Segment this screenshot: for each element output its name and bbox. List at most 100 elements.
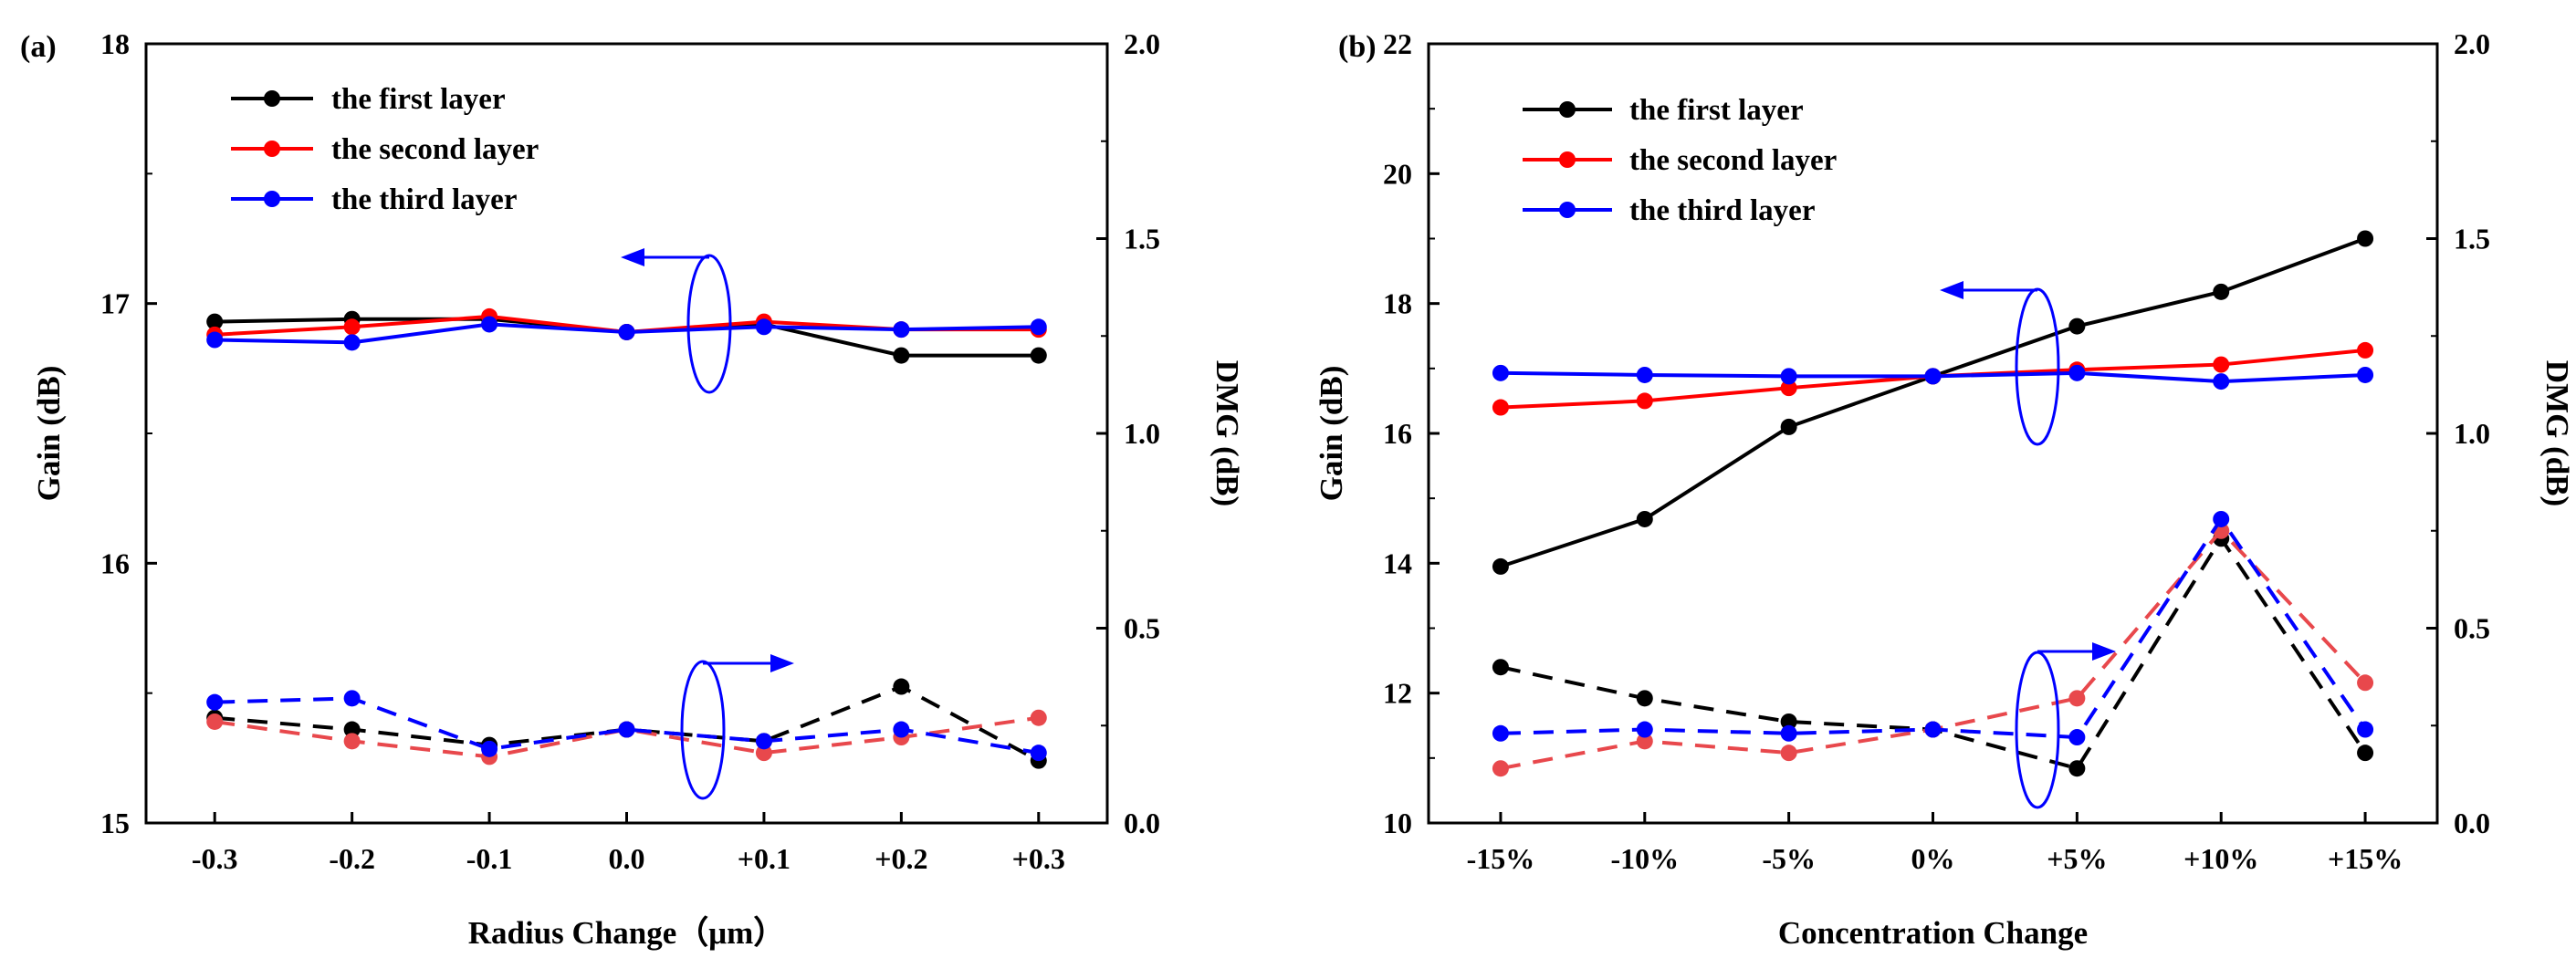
y2-tick-label: 1.5 xyxy=(1124,223,1160,255)
dmg-data-point xyxy=(2213,510,2230,527)
y-tick-label: 22 xyxy=(1383,27,1412,60)
dmg-data-point xyxy=(755,733,772,750)
gain-data-point xyxy=(893,347,910,364)
y2-axis-title: DMG (dB) xyxy=(2539,360,2575,506)
y-tick-label: 16 xyxy=(1383,417,1412,450)
gain-data-point xyxy=(755,318,772,336)
dmg-data-point xyxy=(1030,709,1047,726)
gain-data-point xyxy=(2068,364,2086,381)
x-axis-title: Radius Change（μm） xyxy=(468,915,786,951)
dmg-ellipse-annotation xyxy=(680,660,726,800)
y-tick-label: 12 xyxy=(1383,677,1412,710)
gain-data-point xyxy=(1780,418,1797,435)
gain-data-point xyxy=(1030,347,1047,364)
gain-data-point xyxy=(206,331,224,349)
x-tick-label: -0.3 xyxy=(192,842,238,875)
gain-data-point xyxy=(1636,392,1653,410)
y-tick-label: 20 xyxy=(1383,157,1412,190)
gain-data-point xyxy=(1492,364,1509,381)
x-tick-label: 0% xyxy=(1911,842,1955,875)
gain-data-point xyxy=(1636,366,1653,383)
dmg-data-point xyxy=(2357,745,2374,762)
dmg-data-point xyxy=(1924,721,1942,738)
legend-label: the third layer xyxy=(1629,194,1815,227)
dmg-data-point xyxy=(206,693,224,711)
y2-tick-label: 0.0 xyxy=(2454,807,2490,839)
legend-label: the second layer xyxy=(1629,144,1837,177)
gain-data-point xyxy=(1492,557,1509,575)
gain-data-point xyxy=(343,334,361,351)
gain-data-point xyxy=(1924,368,1942,385)
gain-data-point xyxy=(343,318,361,336)
gain-data-point xyxy=(2357,230,2374,247)
dmg-data-point xyxy=(1780,724,1797,742)
y2-tick-label: 0.5 xyxy=(2454,612,2490,645)
gain-ellipse-annotation xyxy=(686,254,732,394)
legend-marker xyxy=(1559,151,1576,168)
dmg-data-point xyxy=(755,745,772,762)
gain-data-point xyxy=(1780,380,1797,397)
x-tick-label: 0.0 xyxy=(609,842,645,875)
dmg-data-point xyxy=(343,721,361,738)
y2-tick-label: 2.0 xyxy=(1124,27,1160,60)
panel-a: (a) 15 16 17 18 0.0 0.5 1.0 1.5 2.0 -0.3 -0.2 -0.1 0.… xyxy=(20,27,1245,951)
legend-marker xyxy=(1559,101,1576,118)
dmg-data-point xyxy=(2068,690,2086,707)
gain-data-point xyxy=(2213,373,2230,391)
y2-tick-label: 1.5 xyxy=(2454,223,2490,255)
gain-data-point xyxy=(2357,366,2374,383)
gain-data-point xyxy=(893,321,910,338)
x-tick-label: +5% xyxy=(2047,842,2107,875)
dmg-arrow-head xyxy=(770,654,794,672)
y-tick-label: 10 xyxy=(1383,807,1412,839)
dmg-data-point xyxy=(1492,760,1509,777)
dmg-data-point xyxy=(2068,729,2086,746)
panel-b: (b) 10 12 14 16 18 20 22 0.0 0.5 1.0 1.5 2.0 -15% -10%… xyxy=(1314,27,2575,951)
dmg-data-point xyxy=(618,721,635,738)
y-tick-label: 18 xyxy=(1383,287,1412,320)
y-tick-label: 18 xyxy=(100,27,130,60)
dmg-data-point xyxy=(1780,713,1797,730)
panel-label: (b) xyxy=(1338,30,1377,64)
x-tick-label: -0.2 xyxy=(329,842,375,875)
gain-data-point xyxy=(2213,356,2230,373)
y-tick-label: 14 xyxy=(1383,547,1412,579)
gain-data-point xyxy=(481,316,498,333)
gain-data-point xyxy=(1030,318,1047,336)
y2-tick-label: 2.0 xyxy=(2454,27,2490,60)
y-tick-label: 15 xyxy=(100,807,130,839)
dmg-data-point xyxy=(1492,659,1509,676)
y2-tick-label: 0.0 xyxy=(1124,807,1160,839)
panel-label: (a) xyxy=(20,30,57,64)
legend-label: the first layer xyxy=(331,83,506,116)
x-tick-label: +15% xyxy=(2328,842,2403,875)
gain-data-point xyxy=(2357,341,2374,359)
gain-data-point xyxy=(1492,399,1509,416)
dmg-data-point xyxy=(481,740,498,757)
x-axis-title: Concentration Change xyxy=(1778,915,2088,951)
legend-label: the second layer xyxy=(331,133,539,166)
dmg-data-point xyxy=(343,733,361,750)
dmg-data-point xyxy=(1780,745,1797,762)
legend-label: the first layer xyxy=(1629,94,1804,127)
legend-marker xyxy=(1559,202,1576,218)
x-tick-label: +10% xyxy=(2183,842,2258,875)
y-axis-title: Gain (dB) xyxy=(31,366,67,502)
legend-marker xyxy=(264,141,280,157)
dmg-data-point xyxy=(2357,721,2374,738)
dmg-data-point xyxy=(2068,760,2086,777)
legend-marker xyxy=(264,191,280,207)
x-tick-label: +0.1 xyxy=(738,842,791,875)
y-axis-title: Gain (dB) xyxy=(1314,366,1349,502)
y-tick-label: 16 xyxy=(100,547,130,579)
dmg-data-point xyxy=(343,690,361,707)
dmg-data-point xyxy=(1492,724,1509,742)
gain-data-point xyxy=(1780,368,1797,385)
dmg-data-point xyxy=(1636,721,1653,738)
y2-axis-title: DMG (dB) xyxy=(1209,360,1245,506)
y2-tick-label: 0.5 xyxy=(1124,612,1160,645)
dmg-data-point xyxy=(893,678,910,695)
legend-marker xyxy=(264,90,280,107)
dmg-data-point xyxy=(1636,690,1653,707)
